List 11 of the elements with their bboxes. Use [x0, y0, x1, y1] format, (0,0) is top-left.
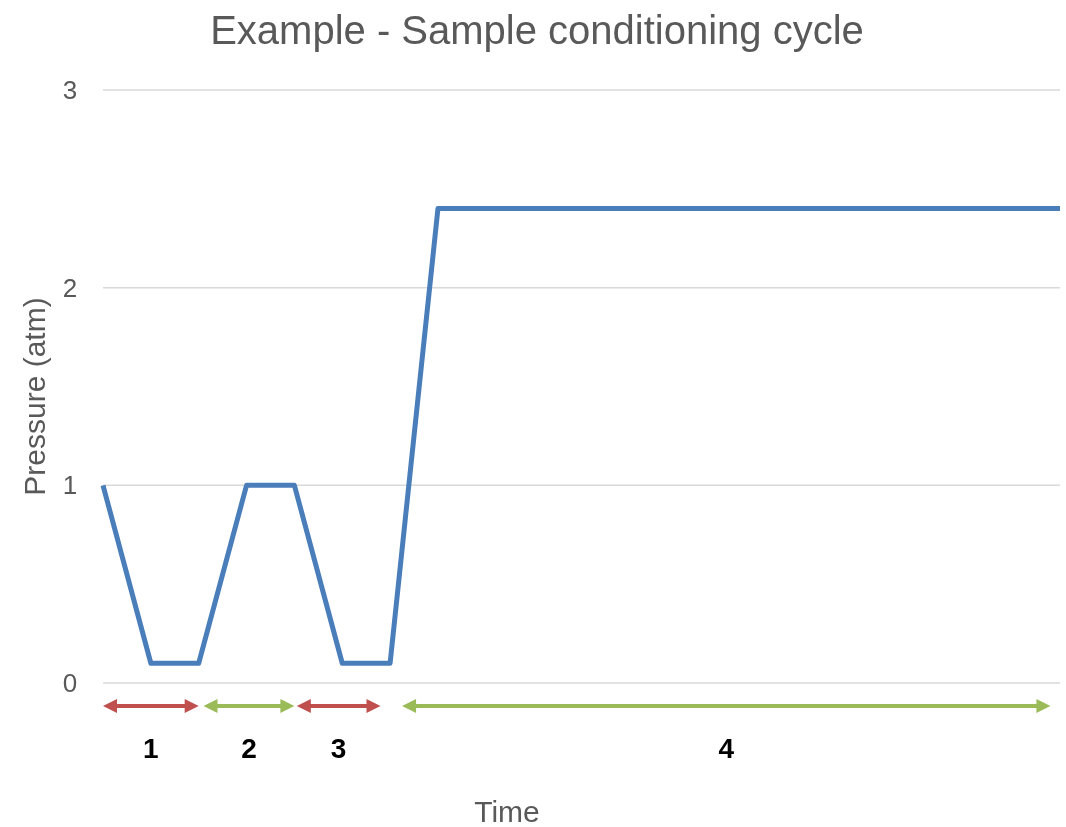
x-axis-title: Time	[474, 795, 540, 827]
y-tick-label: 2	[62, 272, 78, 303]
y-tick-label: 3	[62, 75, 78, 106]
y-tick-label: 0	[62, 668, 78, 699]
text: 3	[330, 733, 347, 764]
text: 1	[143, 733, 159, 764]
chart-title: Example - Sample conditioning cycle	[210, 8, 864, 52]
text: 4	[718, 733, 735, 764]
y-tick-label: 1	[62, 470, 78, 501]
y-axis-title: Pressure (atm)	[18, 297, 51, 496]
text: 2	[241, 733, 257, 764]
